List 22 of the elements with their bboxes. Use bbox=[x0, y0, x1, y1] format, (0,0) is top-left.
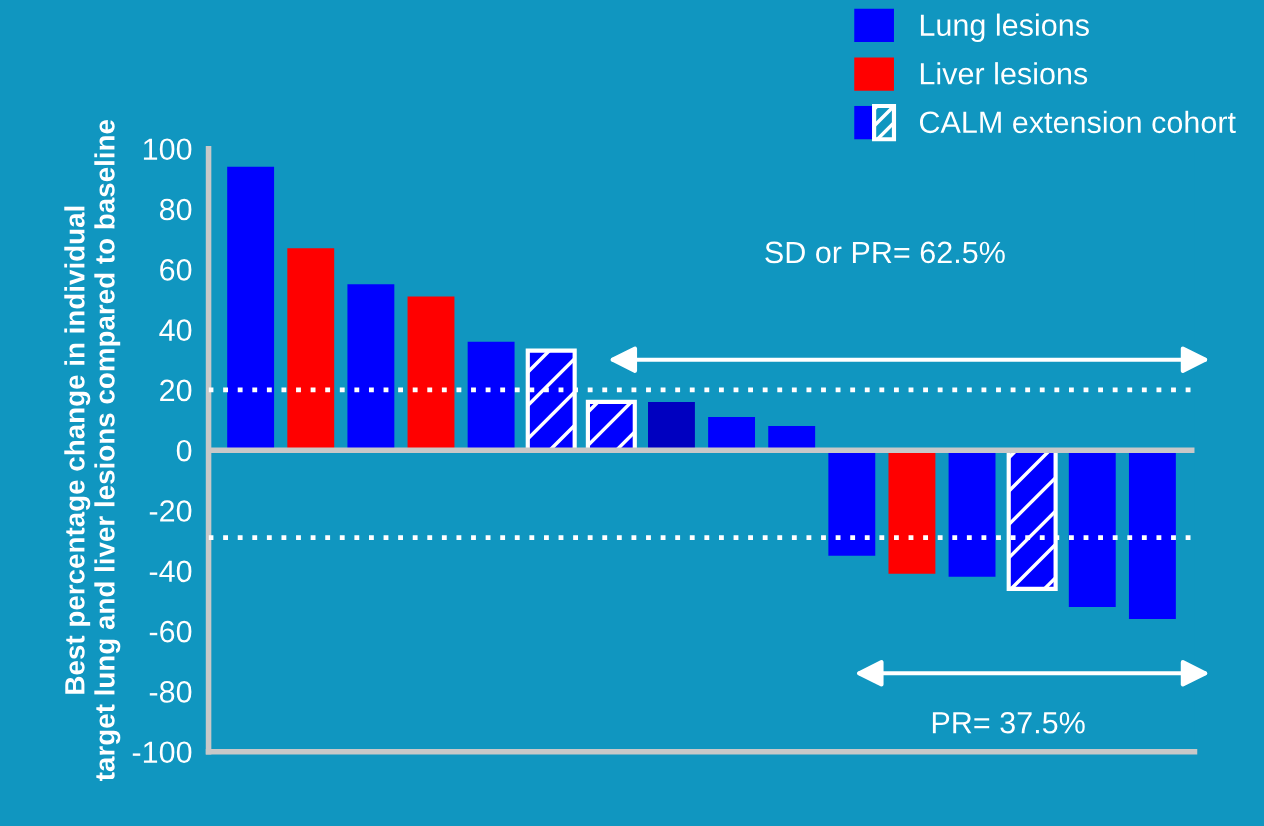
y-tick-label: 40 bbox=[159, 319, 192, 341]
bar bbox=[1068, 450, 1116, 607]
bar bbox=[888, 450, 936, 574]
y-tick-label: -60 bbox=[149, 620, 192, 643]
legend-label: CALM extension cohort bbox=[919, 110, 1236, 134]
y-tick-label: 20 bbox=[160, 379, 192, 402]
legend-label: Liver lesions bbox=[920, 62, 1088, 85]
y-tick-label: -20 bbox=[149, 500, 192, 522]
y-axis-title: Best percentage change in individual target lung and liver lesions compared to baseline bbox=[64, 119, 121, 781]
annotation: SD or PR= 62.5% bbox=[765, 241, 1005, 264]
y-tick-label: 80 bbox=[159, 198, 192, 221]
y-tick-label: 0 bbox=[176, 439, 192, 462]
y-tick-label: -100 bbox=[132, 741, 192, 764]
bar bbox=[828, 450, 876, 556]
y-tick-label: -80 bbox=[149, 681, 192, 703]
legend-label: Lung lesions bbox=[920, 13, 1089, 43]
annotation: PR= 37.5% bbox=[932, 711, 1085, 734]
bar bbox=[1128, 450, 1176, 619]
y-tick-label: 100 bbox=[143, 138, 192, 161]
y-tick-label: 60 bbox=[160, 259, 192, 281]
bar bbox=[948, 450, 996, 577]
y-tick-label: -40 bbox=[149, 560, 192, 583]
